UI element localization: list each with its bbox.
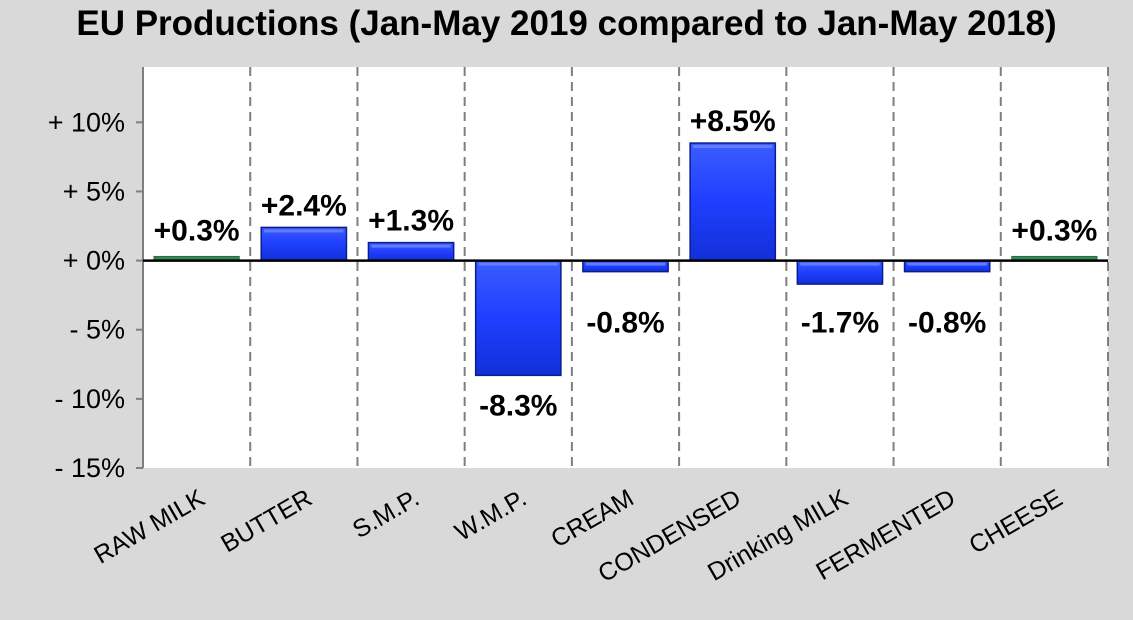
y-tick-label: - 15% bbox=[54, 453, 125, 483]
x-tick-label: S.M.P. bbox=[348, 484, 424, 544]
y-tick-label: + 10% bbox=[48, 107, 125, 137]
y-tick-label: - 5% bbox=[69, 315, 125, 345]
data-label: +8.5% bbox=[690, 105, 776, 138]
x-tick-label: W.M.P. bbox=[450, 484, 531, 547]
y-tick-label: + 0% bbox=[63, 246, 125, 276]
bar-highlight bbox=[907, 262, 987, 266]
y-tick-label: + 5% bbox=[63, 176, 125, 206]
bar-highlight bbox=[371, 244, 451, 248]
data-label: -1.7% bbox=[801, 307, 879, 340]
data-label: +2.4% bbox=[261, 189, 347, 222]
bar-highlight bbox=[264, 229, 344, 233]
bar-highlight bbox=[693, 145, 773, 149]
data-label: +1.3% bbox=[368, 205, 454, 238]
bar bbox=[474, 259, 562, 377]
data-label: +0.3% bbox=[154, 215, 240, 248]
bar bbox=[582, 259, 669, 273]
bar bbox=[689, 142, 777, 262]
data-label: -0.8% bbox=[908, 307, 986, 340]
bar-highlight bbox=[585, 262, 666, 266]
data-label: -8.3% bbox=[479, 389, 557, 422]
bar-highlight bbox=[478, 262, 558, 266]
x-tick-label: CHEESE bbox=[964, 484, 1067, 560]
bar-highlight bbox=[800, 262, 880, 266]
data-label: +0.3% bbox=[1011, 215, 1097, 248]
bar bbox=[903, 259, 991, 273]
y-tick-label: - 10% bbox=[54, 384, 125, 414]
bar bbox=[260, 226, 348, 262]
x-tick-label: RAW MILK bbox=[89, 484, 210, 570]
x-tick-label: CREAM bbox=[546, 484, 638, 553]
chart-title: EU Productions (Jan-May 2019 compared to… bbox=[76, 4, 1057, 43]
x-tick-label: BUTTER bbox=[216, 484, 317, 558]
data-label: -0.8% bbox=[586, 307, 664, 340]
